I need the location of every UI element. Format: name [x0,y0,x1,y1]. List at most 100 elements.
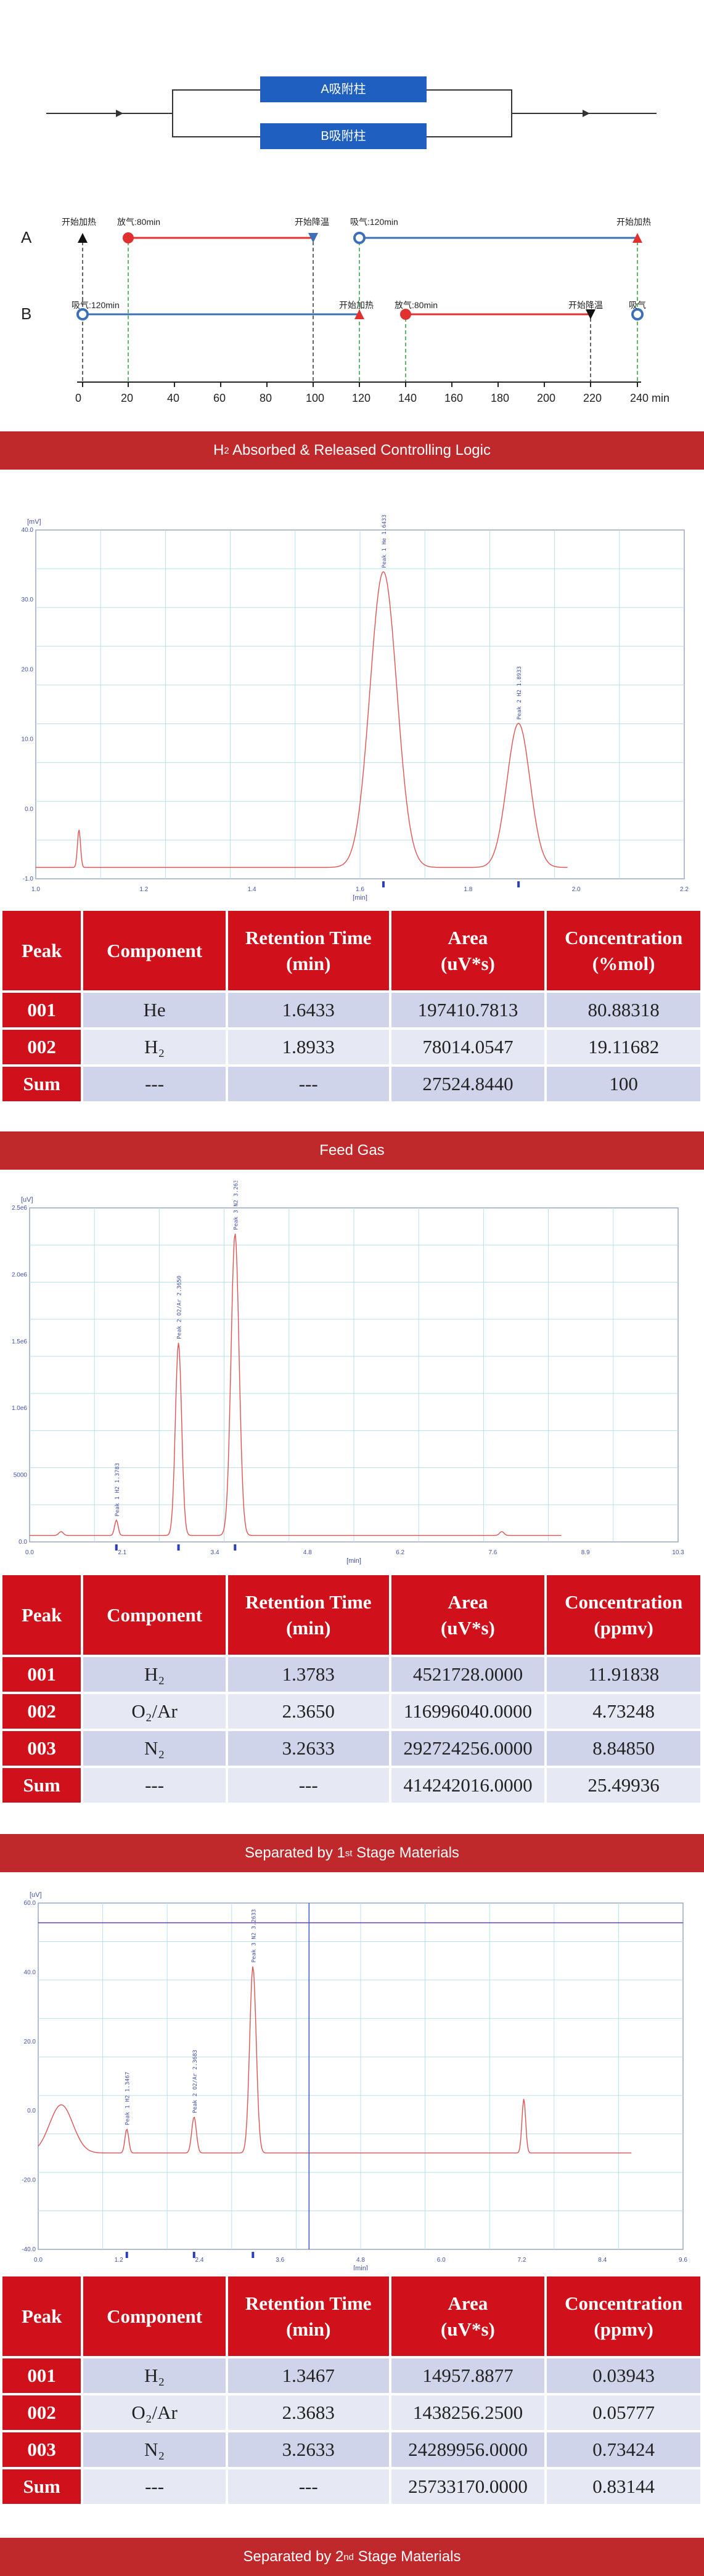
a-heat-marker-icon [78,233,88,243]
y-tick-label: 2.5e6 [12,1205,27,1212]
table-cell: 80.88318 [547,993,700,1027]
x-tick-label: 2.1 [118,1549,126,1556]
row-b-label: B [21,304,32,323]
x-tick-label: 4.8 [303,1549,312,1556]
table-cell: 414242016.0000 [391,1768,545,1803]
table-row: 001 H₂ 1.3783 4521728.0000 11.91838 [2,1657,700,1692]
peak-marker [125,2252,128,2258]
x-tick-label: 2.4 [195,2257,204,2264]
time-axis-tick-label: 200 [537,392,556,404]
table-cell: H₂ [83,1030,226,1064]
chromatogram-1: Peak 1 He 1.6433 Peak 2 H2 1.8933 1.0 1.2 1.… [0,513,704,902]
table-cell: N₂ [83,2432,226,2467]
table-header-cell: Area (uV*s) [391,2276,545,2356]
y-axis-label: [mV] [27,518,41,526]
y-tick-label: 0.0 [18,1539,27,1546]
table-cell: 25733170.0000 [391,2469,545,2504]
column-a-label: A吸附柱 [321,83,366,96]
x-tick-label: 1.2 [139,886,148,893]
table-header-cell: Retention Time (min) [227,911,389,990]
table-cell: 0.73424 [547,2432,700,2467]
peak-marker [192,2252,195,2258]
peak-label: Peak 1 H2 1.3783 [115,1463,121,1517]
column-b-box [260,123,427,149]
b-absorb-end-ring-icon [631,308,644,320]
table-cell: 4.73248 [547,1694,700,1729]
results-table-stage1: Peak Component Retention Time (min) Area (u… [0,1573,703,1805]
table-cell: --- [83,1067,226,1101]
time-axis-tick-label: 40 [167,392,180,404]
table-header-cell: Area (uV*s) [391,911,545,990]
peak-id-cell: 002 [2,1694,81,1729]
x-tick-label: 1.0 [31,886,40,893]
y-tick-label: 5000 [14,1472,28,1479]
a-heat2-marker-icon [632,233,642,243]
table-row: 002 H₂ 1.8933 78014.0547 19.11682 [2,1030,700,1064]
table-cell: --- [83,1768,226,1803]
row-a-label: A [21,228,32,247]
b-cool-marker-icon [586,309,596,319]
a-start-cool-label: 开始降温 [295,217,329,227]
time-axis-tick-label: 80 [260,392,272,404]
banner-3-pre: Separated by 1 [245,1844,345,1861]
peak-label: Peak 3 N2 3.2633 [251,1909,257,1963]
y-tick-label: 0.0 [27,2108,36,2114]
peak-marker [252,2252,255,2258]
peak-marker [115,1544,118,1551]
y-axis-label: [uV] [30,1891,42,1899]
time-axis-tick-label: 140 [398,392,417,404]
table-cell: 8.84850 [547,1731,700,1766]
table-cell: H₂ [83,1657,226,1692]
peak-id-cell: 001 [2,1657,81,1692]
table-cell: 0.05777 [547,2395,700,2430]
x-tick-label: 1.8 [464,886,472,893]
x-axis-label: [min] [346,1557,361,1565]
table-row: Sum --- --- 25733170.0000 0.83144 [2,2469,700,2504]
table-row: 002 O₂/Ar 2.3683 1438256.2500 0.05777 [2,2395,700,2430]
table-cell: 292724256.0000 [391,1731,545,1766]
table-cell: --- [227,1768,389,1803]
table-cell: 0.03943 [547,2358,700,2393]
a-start-heat-2-label: 开始加热 [616,217,651,227]
peak-id-cell: Sum [2,1067,81,1101]
x-tick-label: 0.0 [34,2257,43,2264]
peak-id-cell: 001 [2,2358,81,2393]
x-tick-label: 1.2 [115,2257,123,2264]
flow-diagram-svg [46,76,657,149]
time-axis-tick-label: 220 [583,392,602,404]
y-tick-label: 1.5e6 [12,1339,27,1345]
banner-1-sub: 2 [224,445,229,456]
banner-4-pre: Separated by 2 [243,2548,344,2565]
table-cell: 3.2633 [227,2432,389,2467]
y-tick-label: -40.0 [22,2246,36,2253]
table-cell: 1.3783 [227,1657,389,1692]
table-cell: He [83,993,226,1027]
table-header-cell: Concentration (%mol) [547,911,700,990]
table-cell: O₂/Ar [83,2395,226,2430]
table-header-row: Peak Component Retention Time (min) Area (u… [2,911,700,990]
a-absorb-ring-icon [353,232,366,244]
table-cell: 25.49936 [547,1768,700,1803]
x-tick-label: 4.8 [356,2257,365,2264]
b-heat-marker-icon [354,309,364,319]
time-axis-tick-label: 0 [75,392,82,404]
table-header-cell: Component [83,1575,226,1655]
table-header-row: Peak Component Retention Time (min) Area (u… [2,2276,700,2356]
banner-4-post: Stage Materials [354,2548,461,2565]
peak-marker [234,1544,237,1551]
b-start-cool-label: 开始降温 [568,300,603,310]
table-cell: 78014.0547 [391,1030,545,1064]
table-header-cell: Concentration (ppmv) [547,1575,700,1655]
time-axis-tick-label: 180 [491,392,510,404]
banner-3-post: Stage Materials [352,1844,459,1861]
chromatogram-2: Peak 1 H2 1.3783 Peak 2 O2/Ar 2.3650 Peak … [0,1176,704,1565]
table-row: 003 N₂ 3.2633 24289956.0000 0.73424 [2,2432,700,2467]
timeline-svg [76,232,644,387]
time-axis-tick-label: 20 [121,392,134,404]
y-tick-label: 1.0e6 [12,1405,27,1412]
table-cell: --- [83,2469,226,2504]
chart-svg: Peak 1 H2 1.3467 Peak 2 O2/Ar 2.3683 Peak … [22,1891,687,2272]
b-absorb-ring-icon [76,308,89,320]
